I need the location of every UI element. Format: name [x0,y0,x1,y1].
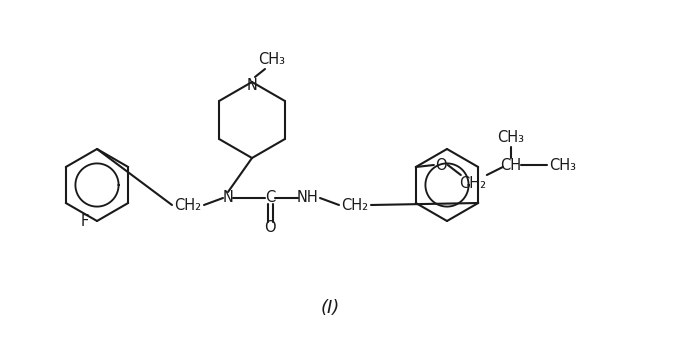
Text: CH₃: CH₃ [497,130,524,145]
Text: CH₂: CH₂ [174,197,202,212]
Text: C: C [265,190,275,206]
Text: CH₃: CH₃ [550,158,576,172]
Text: CH₃: CH₃ [258,53,286,67]
Text: N: N [246,78,258,92]
Text: F: F [81,213,89,228]
Text: (I): (I) [321,299,340,317]
Text: N: N [223,190,233,206]
Text: O: O [435,158,447,172]
Text: CH: CH [500,158,522,172]
Text: CH₂: CH₂ [459,175,486,190]
Text: CH₂: CH₂ [342,197,369,212]
Text: NH: NH [297,190,319,206]
Text: O: O [264,221,276,236]
